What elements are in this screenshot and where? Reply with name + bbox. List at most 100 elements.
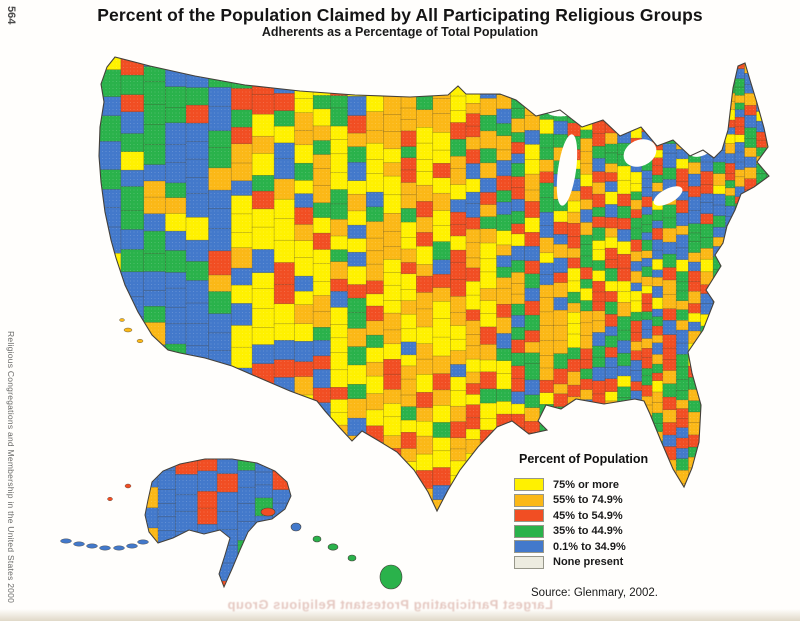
county-cell xyxy=(641,70,654,81)
county-cell xyxy=(662,496,678,511)
county-cell xyxy=(734,507,746,511)
county-cell xyxy=(120,480,145,503)
county-cell xyxy=(553,417,569,431)
county-cell xyxy=(766,291,769,303)
county-cell xyxy=(230,428,254,452)
county-cell xyxy=(756,411,768,423)
county-cell xyxy=(580,72,594,86)
county-cell xyxy=(99,417,122,443)
county-cell xyxy=(756,299,768,312)
county-cell xyxy=(432,68,452,84)
county-cell xyxy=(592,74,606,86)
county-cell xyxy=(567,405,582,417)
county-cell xyxy=(756,491,768,503)
county-cell xyxy=(553,61,569,73)
county-cell xyxy=(756,209,768,222)
county-cell xyxy=(330,469,349,490)
county-cell xyxy=(273,433,296,456)
county-cell xyxy=(630,441,643,453)
county-cell xyxy=(725,503,736,511)
county-cell xyxy=(465,502,482,511)
county-cell xyxy=(744,493,758,505)
county-cell xyxy=(604,70,619,82)
county-cell xyxy=(185,57,210,69)
county-cell xyxy=(662,472,678,485)
county-cell xyxy=(604,111,619,124)
county-cell xyxy=(756,510,768,511)
county-cell xyxy=(617,437,632,453)
county-cell xyxy=(766,177,769,188)
county-cell xyxy=(496,57,513,67)
county-cell xyxy=(700,467,715,480)
county-cell xyxy=(294,485,315,501)
county-cell xyxy=(766,132,769,147)
county-cell xyxy=(416,79,434,97)
county-cell xyxy=(294,431,315,451)
county-cell xyxy=(416,61,434,81)
county-cell xyxy=(630,58,643,71)
county-cell xyxy=(734,288,746,300)
county-cell xyxy=(712,57,727,60)
county-cell xyxy=(766,460,769,475)
county-cell xyxy=(700,500,715,511)
county-cell xyxy=(700,478,715,490)
county-cell xyxy=(400,76,418,95)
county-cell xyxy=(197,557,219,577)
county-cell xyxy=(651,122,664,133)
county-cell xyxy=(688,489,702,502)
county-cell xyxy=(641,59,654,72)
county-cell xyxy=(120,398,145,424)
county-cell xyxy=(617,120,632,133)
county-cell xyxy=(744,325,758,337)
county-cell xyxy=(725,303,736,314)
county-cell xyxy=(553,83,569,98)
lake xyxy=(545,89,611,117)
county-cell xyxy=(766,437,769,450)
county-cell xyxy=(756,219,768,229)
county-cell xyxy=(230,57,254,72)
county-cell xyxy=(273,454,296,474)
county-cell xyxy=(617,424,632,439)
county-cell xyxy=(143,400,167,423)
county-cell xyxy=(712,280,727,293)
county-cell xyxy=(756,66,768,78)
county-cell xyxy=(725,453,736,463)
county-cell xyxy=(756,421,768,434)
legend-swatch-none xyxy=(514,555,544,569)
county-cell xyxy=(237,565,257,582)
county-cell xyxy=(330,63,349,81)
county-cell xyxy=(641,425,654,437)
county-cell xyxy=(432,57,452,70)
county-cell xyxy=(725,392,736,403)
county-cell xyxy=(725,436,736,446)
lake xyxy=(556,134,578,206)
county-cell xyxy=(567,57,582,65)
county-cell xyxy=(524,432,541,446)
county-cell xyxy=(580,57,594,62)
county-cell xyxy=(725,278,736,291)
county-cell xyxy=(383,77,403,98)
county-cell xyxy=(617,106,632,122)
county-cell xyxy=(766,92,769,103)
county-cell xyxy=(539,77,555,93)
county-cell xyxy=(766,279,769,293)
county-cell xyxy=(734,428,746,437)
county-cell xyxy=(725,67,736,77)
island xyxy=(124,483,132,489)
county-cell xyxy=(165,440,188,459)
county-cell xyxy=(294,499,315,511)
county-cell xyxy=(480,514,497,530)
county-cell xyxy=(143,57,167,68)
county-cell xyxy=(744,365,758,376)
county-cell xyxy=(208,421,233,445)
island xyxy=(113,545,125,551)
county-cell xyxy=(700,94,715,107)
county-cell xyxy=(725,409,736,420)
page-edge-shadow xyxy=(0,609,800,621)
county-cell xyxy=(120,461,145,482)
county-cell xyxy=(496,481,513,495)
county-cell xyxy=(734,227,746,237)
county-cell xyxy=(230,407,254,430)
legend-label: 35% to 44.9% xyxy=(553,525,623,538)
county-cell xyxy=(496,493,513,510)
